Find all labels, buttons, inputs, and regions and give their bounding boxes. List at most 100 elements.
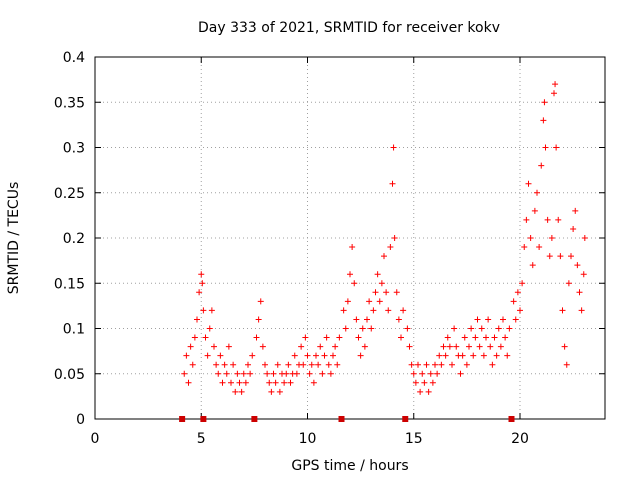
data-point [552,81,559,88]
data-points [181,81,588,395]
data-point [336,334,343,341]
data-point [546,253,553,260]
data-point [321,352,328,359]
data-point [198,271,205,278]
data-point [378,280,385,287]
y-tick-label: 0.1 [63,322,85,338]
data-point [342,325,349,332]
data-point [393,289,400,296]
data-point [238,388,245,395]
data-point [353,316,360,323]
data-point [310,379,317,386]
data-point [374,271,381,278]
data-point [557,253,564,260]
data-point [221,361,228,368]
y-tick-label: 0.05 [54,367,85,383]
data-point [189,361,196,368]
data-point [438,361,445,368]
data-point [219,379,226,386]
data-point [274,361,281,368]
data-point [525,180,532,187]
data-point [213,361,220,368]
data-point [234,370,241,377]
data-point [553,144,560,151]
data-point [570,225,577,232]
data-point [381,253,387,260]
data-point [563,361,570,368]
data-point [436,352,443,359]
data-point [272,379,279,386]
data-point [504,352,511,359]
data-point [283,370,290,377]
data-point [291,352,298,359]
data-point [183,352,190,359]
data-point [361,343,368,350]
y-axis-tick-labels: 0 0.05 0.1 0.15 0.2 0.25 0.3 0.35 0.4 [54,50,85,428]
data-point [391,235,398,241]
data-point [259,343,266,350]
data-point [347,271,353,278]
data-point [304,352,311,359]
data-point [268,388,275,395]
data-point [400,307,407,314]
y-tick-label: 0.25 [54,186,85,202]
data-point [357,352,364,359]
data-point [548,235,555,241]
data-point [497,343,504,350]
data-point [410,370,417,377]
data-point [536,244,543,251]
data-point [181,370,188,377]
x-tick-label: 10 [299,431,317,447]
data-point [568,253,574,260]
x-axis-label: GPS time / hours [291,458,408,474]
data-point [580,271,587,278]
data-point [230,361,237,368]
data-point [191,334,198,341]
data-point [270,370,277,377]
y-tick-label: 0.2 [63,231,85,247]
data-point [415,361,421,368]
data-point [194,316,200,323]
y-tick-label: 0.4 [63,50,85,66]
data-point [370,307,377,314]
data-point [390,144,397,151]
data-point [561,343,568,350]
data-point [389,180,396,187]
data-point [534,189,540,196]
data-point [429,379,436,386]
data-point [236,379,243,386]
gap-marker [508,416,515,422]
data-point [412,379,419,386]
data-point [555,216,562,223]
data-point [313,352,319,359]
data-point [262,361,268,368]
gap-marker [338,416,345,422]
data-point [531,207,538,214]
data-point [323,334,330,341]
data-point [204,352,211,359]
gap-marker [200,416,207,422]
data-point [225,343,232,350]
data-point [574,262,581,269]
data-point [521,244,528,251]
data-point [519,280,526,287]
data-point [423,361,430,368]
data-point [493,352,500,359]
data-point [266,379,273,386]
data-point [419,370,426,377]
data-point [199,280,206,287]
data-point [332,343,339,350]
data-point [264,370,271,377]
data-point [510,298,517,305]
data-point [487,343,494,350]
data-point [432,361,438,368]
data-point [208,307,215,314]
data-point [404,325,411,332]
data-point [217,352,224,359]
data-point [298,343,305,350]
data-point [372,289,379,296]
data-point [449,361,455,368]
data-point [576,289,583,296]
